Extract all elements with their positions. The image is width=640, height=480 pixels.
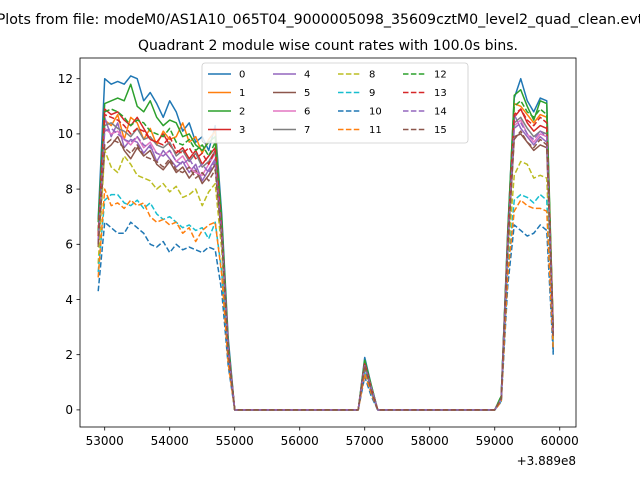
legend-label-15: 15	[434, 125, 447, 136]
x-tick-label: 58000	[411, 434, 449, 448]
y-axis: 0 2 4 6 8 10 12	[58, 72, 80, 417]
x-tick-label: 60000	[541, 434, 579, 448]
y-tick-label: 2	[65, 348, 73, 362]
x-tick-label: 54000	[151, 434, 189, 448]
legend-label-9: 9	[369, 88, 375, 99]
legend-label-5: 5	[304, 88, 310, 99]
legend-label-6: 6	[304, 107, 310, 118]
legend-label-10: 10	[369, 107, 382, 118]
x-axis-offset-label: +3.889e8	[517, 454, 576, 468]
x-tick-label: 53000	[86, 434, 124, 448]
legend-label-7: 7	[304, 125, 310, 136]
x-tick-label: 56000	[281, 434, 319, 448]
legend-label-2: 2	[239, 107, 245, 118]
x-axis: 53000 54000 55000 56000 57000 58000 59000 60000	[86, 427, 579, 448]
legend-label-1: 1	[239, 88, 245, 99]
series-line-15	[97, 130, 554, 411]
x-tick-label: 59000	[476, 434, 514, 448]
legend-label-8: 8	[369, 70, 375, 81]
y-tick-label: 0	[65, 403, 73, 417]
legend-box	[201, 62, 469, 144]
x-tick-label: 55000	[216, 434, 254, 448]
legend-label-3: 3	[239, 125, 245, 136]
y-tick-label: 10	[58, 127, 73, 141]
legend-label-14: 14	[434, 107, 447, 118]
legend-label-4: 4	[304, 70, 310, 81]
plot-area	[97, 75, 554, 411]
y-tick-label: 6	[65, 238, 73, 252]
y-tick-label: 8	[65, 182, 73, 196]
figure-suptitle: Plots from file: modeM0/AS1A10_065T04_90…	[0, 12, 640, 28]
y-tick-label: 4	[65, 293, 73, 307]
axes-frame	[79, 57, 577, 428]
y-tick-label: 12	[58, 72, 73, 86]
legend-label-0: 0	[239, 70, 245, 81]
chart-title: Quadrant 2 module wise count rates with …	[138, 38, 518, 54]
x-tick-label: 57000	[346, 434, 384, 448]
legend-label-13: 13	[434, 88, 447, 99]
legend-label-12: 12	[434, 70, 447, 81]
legend-label-11: 11	[369, 125, 382, 136]
